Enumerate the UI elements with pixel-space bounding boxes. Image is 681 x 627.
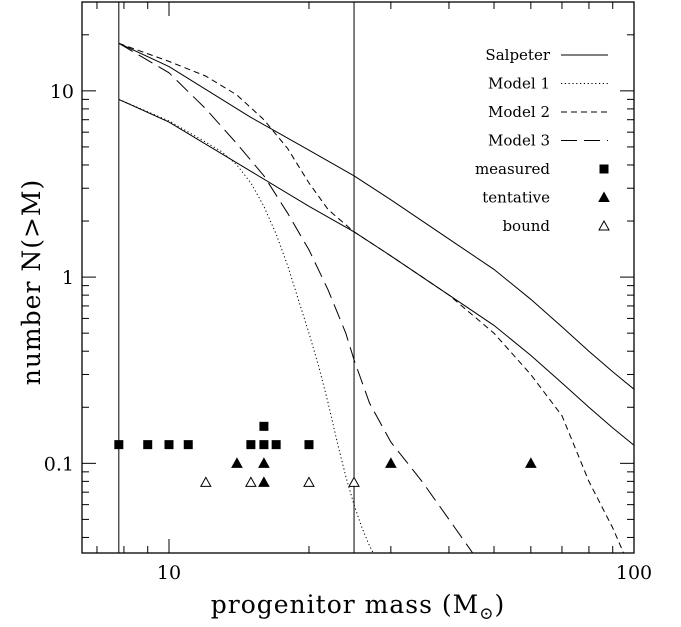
- data-point: [245, 476, 257, 487]
- legend-label: tentative: [482, 189, 550, 207]
- y-tick-label: 1: [62, 267, 74, 289]
- x-tick-label: 100: [616, 562, 652, 584]
- data-point: [258, 457, 270, 468]
- legend-marker-sample: [598, 191, 610, 202]
- data-point: [246, 440, 256, 450]
- y-axis-label: number N(>M): [17, 179, 46, 386]
- legend-label: bound: [502, 217, 550, 235]
- legend-label: Model 1: [488, 75, 550, 93]
- data-point: [303, 476, 315, 487]
- legend-label: Model 3: [488, 132, 550, 150]
- legend: Salpeter Model 1 Model 2 Model 3 measured ten…: [475, 46, 610, 235]
- data-point: [199, 476, 212, 487]
- data-point: [183, 440, 193, 450]
- series-line: [118, 42, 474, 553]
- data-point: [259, 440, 269, 450]
- legend-label: measured: [475, 160, 550, 178]
- series-line: [118, 42, 634, 390]
- series-line: [118, 98, 374, 553]
- x-tick-label: 10: [157, 562, 181, 584]
- tick-labels: 10 100 0.1 1 10: [44, 81, 652, 584]
- data-point: [524, 457, 537, 468]
- data-point: [348, 476, 360, 487]
- legend-label: Salpeter: [485, 46, 550, 64]
- data-point: [271, 440, 281, 450]
- series-line: [118, 42, 625, 553]
- x-axis-label: progenitor mass (M⊙): [211, 590, 505, 624]
- data-point: [258, 476, 270, 487]
- y-tick-label: 10: [50, 81, 74, 103]
- legend-marker-sample: [599, 164, 609, 174]
- data-point: [304, 440, 314, 450]
- plot-frame: [81, 1, 635, 554]
- data-point: [385, 457, 397, 468]
- legend-label: Model 2: [488, 103, 550, 121]
- data-point: [143, 440, 153, 450]
- legend-marker-sample: [598, 219, 610, 231]
- plot-area: [114, 2, 634, 553]
- data-point: [259, 421, 269, 431]
- data-point: [164, 440, 174, 450]
- y-tick-label: 0.1: [44, 453, 74, 475]
- data-point: [114, 440, 124, 450]
- data-point: [231, 457, 243, 468]
